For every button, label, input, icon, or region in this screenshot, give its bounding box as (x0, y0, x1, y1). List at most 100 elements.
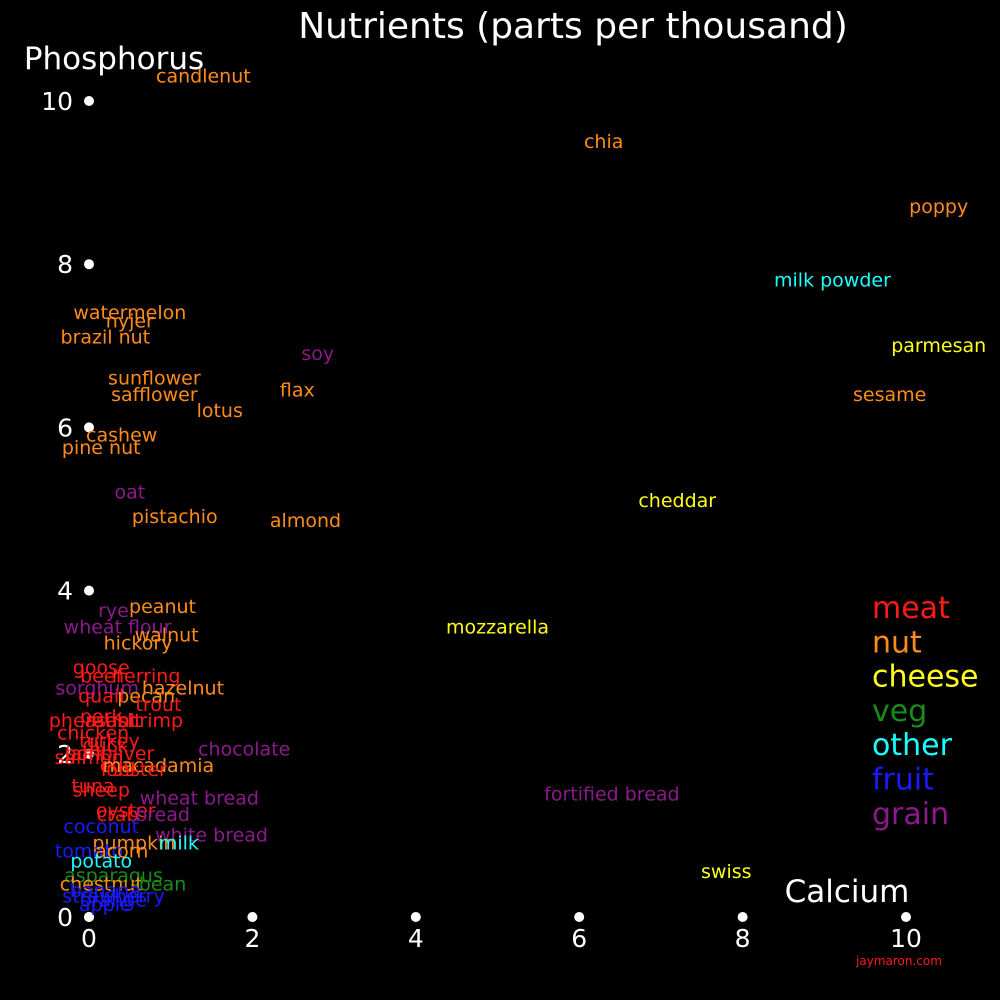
point-label: chicken (57, 722, 129, 744)
legend-item: veg (872, 694, 927, 729)
x-axis-label: Calcium (785, 874, 910, 910)
point-label: pine nut (62, 437, 141, 459)
point-label: turkey (79, 731, 140, 753)
y-tick-label: 4 (57, 577, 73, 606)
point-label: salmon (55, 747, 124, 769)
point-label: oat (114, 482, 145, 504)
point-label: bread (135, 804, 190, 826)
credit-text: jaymaron.com (855, 954, 942, 968)
y-tick-label: 2 (57, 740, 73, 769)
point-label: fortified bread (544, 784, 679, 806)
point-label: white bread (155, 824, 268, 846)
point-label: chia (584, 131, 623, 153)
x-tick-label: 0 (81, 924, 97, 953)
point-label: acorn (95, 841, 148, 863)
point-label: pecan (117, 686, 175, 708)
point-label: mozzarella (446, 616, 549, 638)
point-label: cashew (86, 425, 157, 447)
point-label: orange (80, 890, 147, 912)
point-label: coconut (63, 816, 139, 838)
point-label: cheddar (638, 490, 716, 512)
point-label: oyster (96, 800, 156, 822)
point-label: asparagus (64, 865, 163, 887)
point-label: apple (79, 894, 132, 916)
y-tick-dot (84, 422, 94, 433)
point-label: parmesan (891, 335, 986, 357)
point-label: lobster (101, 759, 167, 781)
point-label: peanut (129, 596, 196, 618)
point-label: sheep (73, 780, 130, 802)
x-tick-dot (247, 912, 258, 922)
axis-ticks: 0 2 4 6 8 10 0 2 4 6 8 10 (41, 87, 922, 953)
point-label: tomato (55, 841, 123, 863)
point-label: walnut (135, 624, 199, 646)
point-label: sesame (853, 384, 926, 406)
point-label: herring (112, 665, 180, 687)
point-label: potato (70, 851, 132, 873)
point-label: pistachio (132, 506, 218, 528)
point-label: macadamia (103, 755, 214, 777)
y-tick-dot (84, 585, 94, 596)
point-label: sunflower (108, 367, 201, 389)
data-labels: candlenut chia poppy milk powder parmesan ses… (49, 66, 986, 916)
y-tick-label: 0 (57, 903, 73, 932)
x-tick-dot (574, 912, 585, 922)
point-label: almond (270, 510, 341, 532)
point-label: chestnut (60, 873, 143, 895)
x-tick-label: 10 (890, 924, 922, 953)
y-tick-label: 8 (57, 250, 73, 279)
point-label: chocolate (198, 739, 290, 761)
point-label: nyjer (106, 310, 154, 332)
y-axis-label: Phosphorus (24, 41, 204, 77)
y-tick-dot (84, 259, 94, 270)
point-label: pheasant (49, 710, 137, 732)
point-label: banana (70, 880, 141, 902)
point-label: milk powder (774, 270, 891, 292)
point-label: trout (135, 694, 181, 716)
legend-item: grain (872, 797, 949, 832)
point-label: beef (80, 665, 123, 687)
point-label: lotus (197, 400, 243, 422)
point-label: lamb (65, 743, 113, 765)
x-tick-dot (410, 912, 421, 922)
point-label: shrimp (117, 710, 183, 732)
legend-item: nut (872, 625, 922, 660)
x-tick-label: 4 (408, 924, 424, 953)
point-label: pork (80, 706, 123, 728)
point-label: milk (159, 833, 199, 855)
point-label: strawberry (62, 886, 165, 908)
point-label: wheat bread (140, 788, 259, 810)
point-label: safflower (111, 384, 198, 406)
point-label: hickory (104, 633, 173, 655)
legend-item: meat (872, 591, 950, 626)
y-tick-dot (84, 96, 94, 106)
legend-item: cheese (872, 660, 979, 695)
y-tick-dot (84, 748, 94, 759)
y-tick-label: 10 (41, 87, 73, 116)
legend-item: other (872, 728, 953, 763)
point-label: bean (139, 873, 186, 895)
y-tick-label: 6 (57, 413, 73, 442)
point-label: rye (98, 600, 129, 622)
chart-title: Nutrients (parts per thousand) (298, 6, 848, 47)
point-label: pumpkin (92, 833, 175, 855)
point-label: brazil nut (61, 327, 151, 349)
point-label: pork liver (65, 743, 155, 765)
point-label: rabbit (85, 710, 141, 732)
x-tick-label: 2 (244, 924, 260, 953)
x-tick-dot (737, 912, 748, 922)
point-label: soy (301, 343, 334, 365)
x-tick-label: 6 (571, 924, 587, 953)
point-label: poppy (909, 196, 968, 218)
point-label: tuna (71, 775, 114, 797)
point-label: egg (100, 755, 136, 777)
point-label: crab (97, 804, 139, 826)
point-label: swiss (701, 861, 752, 883)
point-label: hazelnut (142, 678, 224, 700)
y-tick-dot (84, 912, 94, 922)
point-label: watermelon (73, 302, 186, 324)
point-label: sorghum (55, 678, 139, 700)
